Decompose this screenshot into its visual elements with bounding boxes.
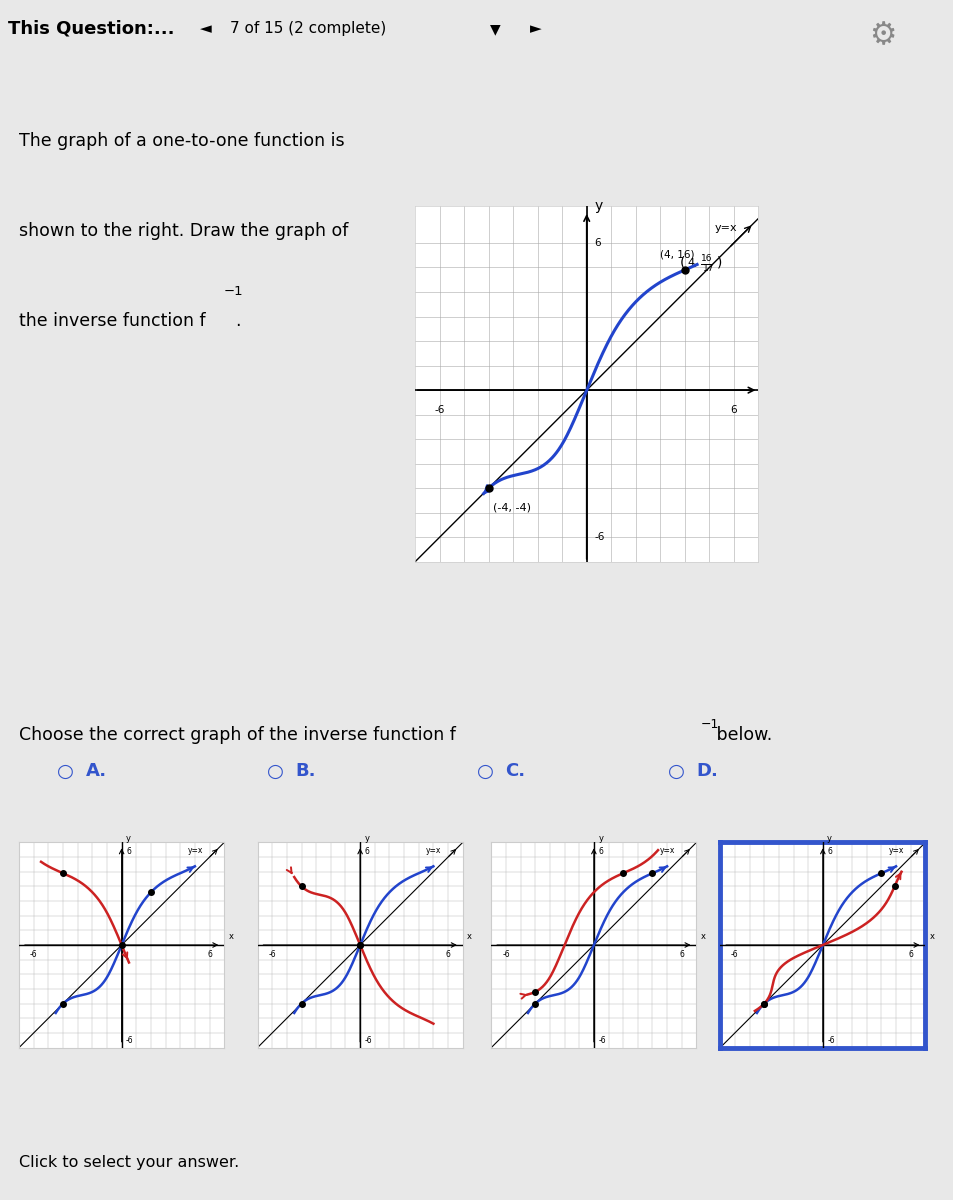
Text: -6: -6 — [30, 949, 37, 959]
Text: 16: 16 — [700, 254, 712, 263]
Text: y: y — [594, 199, 601, 214]
Text: −1: −1 — [224, 284, 243, 298]
Text: D.: D. — [696, 762, 718, 780]
Text: y=x: y=x — [188, 846, 203, 854]
Text: -6: -6 — [268, 949, 275, 959]
Text: -6: -6 — [126, 1036, 133, 1045]
Text: below.: below. — [710, 726, 771, 744]
Text: y=x: y=x — [714, 223, 736, 233]
Text: ►: ► — [530, 22, 541, 36]
Text: 6: 6 — [826, 847, 831, 856]
Text: 4,: 4, — [686, 258, 698, 269]
Text: -6: -6 — [364, 1036, 372, 1045]
Text: -6: -6 — [598, 1036, 605, 1045]
Text: x: x — [700, 932, 705, 941]
Text: y=x: y=x — [426, 846, 441, 854]
Text: 6: 6 — [445, 949, 450, 959]
Text: -6: -6 — [730, 949, 738, 959]
Text: ○: ○ — [267, 762, 284, 781]
Text: ▼: ▼ — [490, 22, 500, 36]
Text: ○: ○ — [476, 762, 494, 781]
Text: The graph of a one-to-one function is: The graph of a one-to-one function is — [19, 132, 344, 150]
Text: 6: 6 — [598, 847, 602, 856]
Text: y=x: y=x — [888, 846, 903, 854]
Text: ): ) — [716, 256, 721, 269]
Text: x: x — [229, 932, 233, 941]
Text: x: x — [467, 932, 472, 941]
Text: A.: A. — [86, 762, 107, 780]
Text: y=x: y=x — [659, 846, 675, 854]
Text: 6: 6 — [730, 404, 737, 415]
Text: 6: 6 — [364, 847, 369, 856]
Text: ○: ○ — [667, 762, 684, 781]
Text: shown to the right. Draw the graph of: shown to the right. Draw the graph of — [19, 222, 348, 240]
Text: -6: -6 — [434, 404, 444, 415]
Text: C.: C. — [505, 762, 525, 780]
Text: y: y — [364, 834, 369, 842]
Text: -6: -6 — [594, 533, 604, 542]
Text: ○: ○ — [57, 762, 74, 781]
Text: −1: −1 — [700, 718, 719, 731]
Text: B.: B. — [295, 762, 315, 780]
Text: 17: 17 — [702, 264, 714, 274]
Text: -6: -6 — [826, 1036, 834, 1045]
Text: y: y — [598, 834, 602, 842]
Text: 6: 6 — [126, 847, 131, 856]
Text: Choose the correct graph of the inverse function f: Choose the correct graph of the inverse … — [19, 726, 456, 744]
Text: ⚙: ⚙ — [868, 22, 895, 50]
Text: ◄: ◄ — [200, 22, 212, 36]
Text: .: . — [235, 312, 240, 330]
Text: 6: 6 — [907, 949, 912, 959]
Text: 7 of 15 (2 complete): 7 of 15 (2 complete) — [230, 22, 386, 36]
Text: 6: 6 — [594, 238, 600, 248]
Text: 6: 6 — [679, 949, 683, 959]
Text: y: y — [826, 834, 831, 842]
Text: 6: 6 — [207, 949, 212, 959]
Text: -6: -6 — [501, 949, 509, 959]
Text: (-4, -4): (-4, -4) — [493, 503, 531, 512]
Text: the inverse function f: the inverse function f — [19, 312, 206, 330]
Text: x: x — [929, 932, 934, 941]
Text: (: ( — [679, 256, 684, 269]
Text: Click to select your answer.: Click to select your answer. — [19, 1154, 239, 1170]
Text: This Question:...: This Question:... — [8, 20, 174, 38]
Text: (4, 16): (4, 16) — [659, 250, 694, 259]
Text: y: y — [126, 834, 131, 842]
